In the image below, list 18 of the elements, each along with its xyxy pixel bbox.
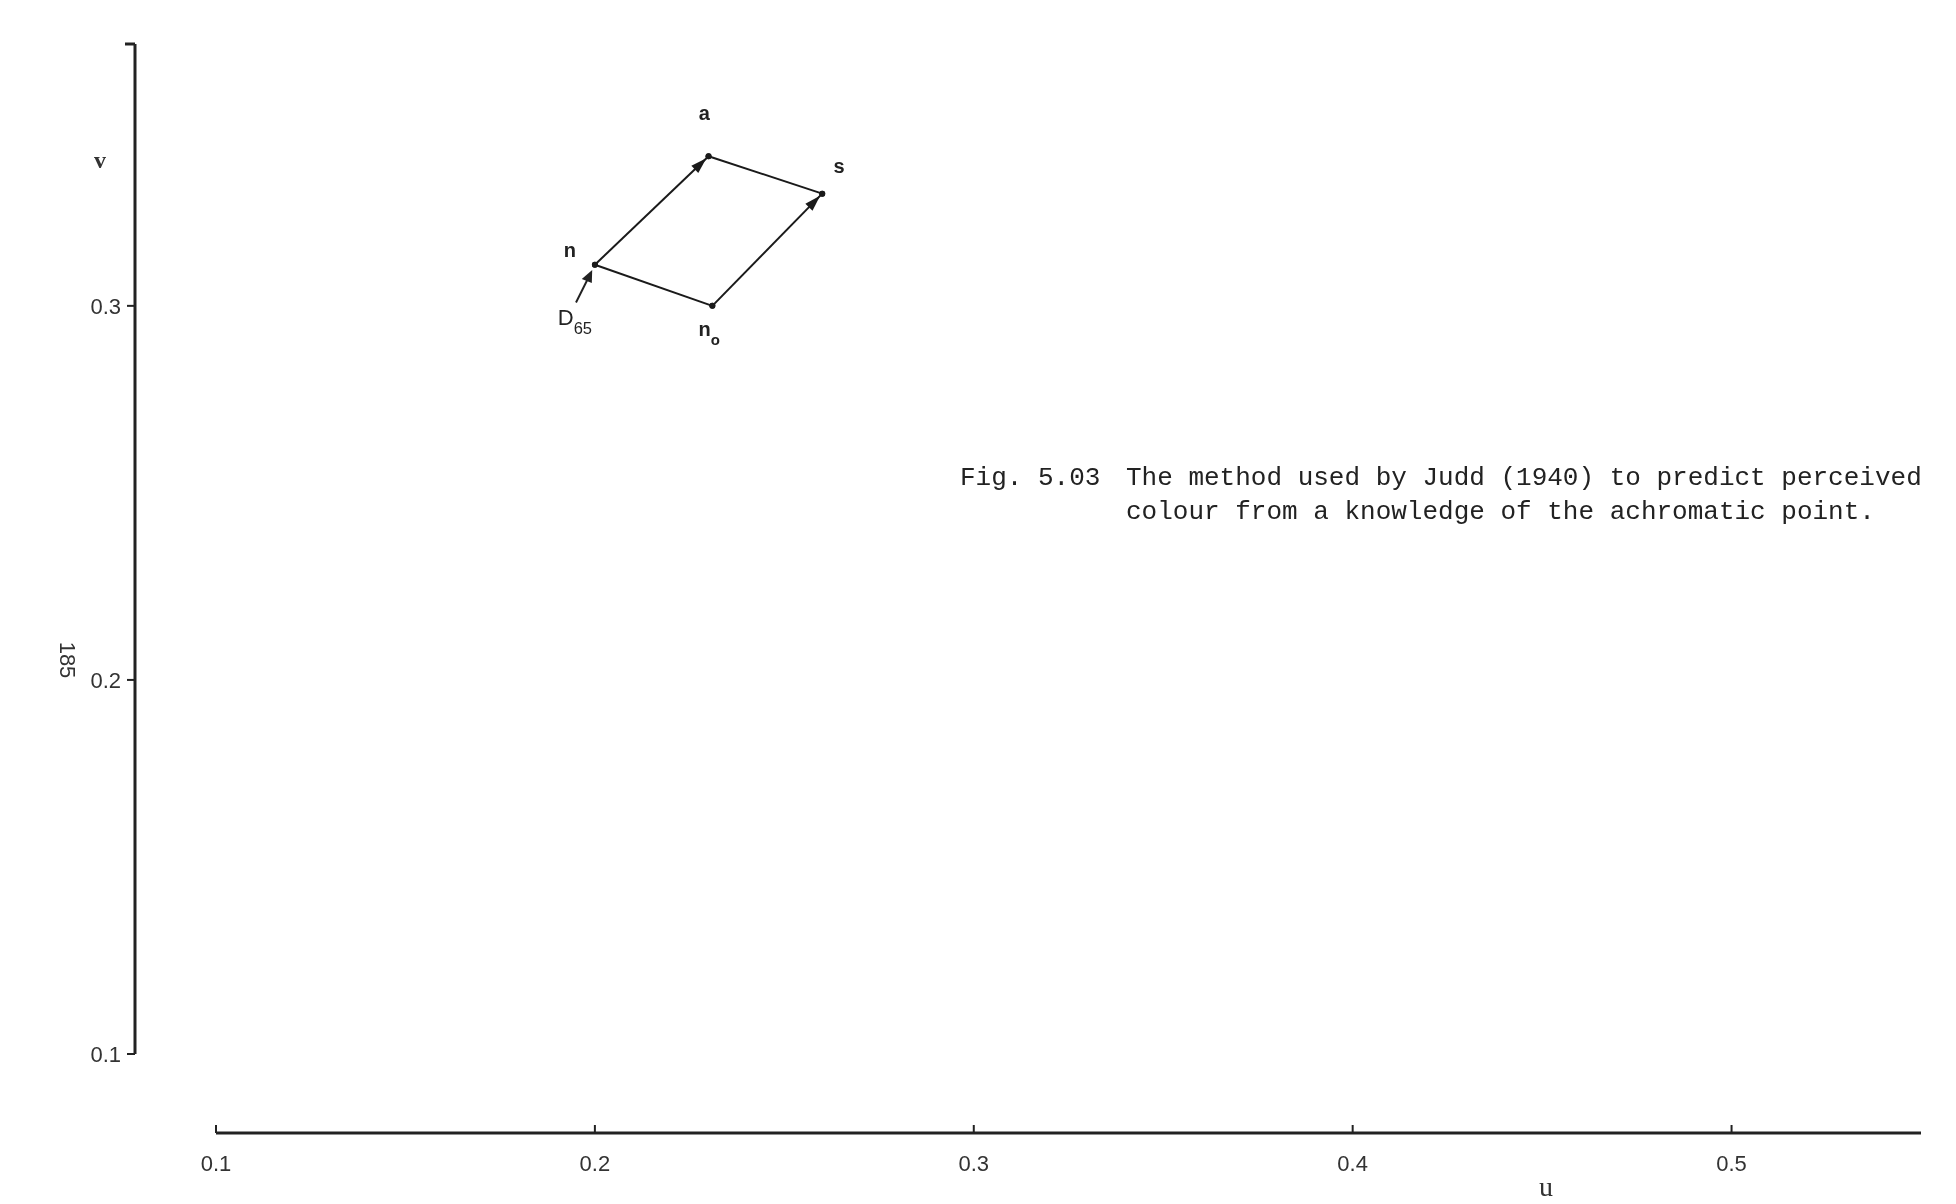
annotation: a bbox=[698, 102, 711, 125]
x-tick-label: 0.2 bbox=[579, 1151, 611, 1176]
x-tick-label: 0.4 bbox=[1337, 1151, 1368, 1176]
annotation: n$_{o}$ bbox=[698, 317, 720, 348]
text: 185 bbox=[55, 641, 80, 679]
annotation: Fig. 5.03 bbox=[960, 463, 1101, 493]
y-axis-title: v bbox=[94, 147, 106, 173]
y-tick-label: 0.2 bbox=[90, 667, 121, 693]
x-tick-label: 0.5 bbox=[1716, 1151, 1747, 1176]
x-axis-title: u bbox=[1539, 1171, 1553, 1202]
y-tick-label: 0.3 bbox=[90, 293, 121, 319]
x-tick-label: 0.3 bbox=[958, 1151, 990, 1176]
annotation: n bbox=[563, 239, 576, 262]
annotation: D$_{65}$ bbox=[557, 304, 593, 337]
x-tick-label: 0.1 bbox=[200, 1151, 232, 1176]
y-tick-label: 0.1 bbox=[90, 1041, 121, 1067]
annotation: The method used by Judd (1940) to predict perceived colour from a knowledge of the achromatic point. bbox=[1126, 463, 1922, 527]
annotation: s bbox=[833, 154, 845, 177]
